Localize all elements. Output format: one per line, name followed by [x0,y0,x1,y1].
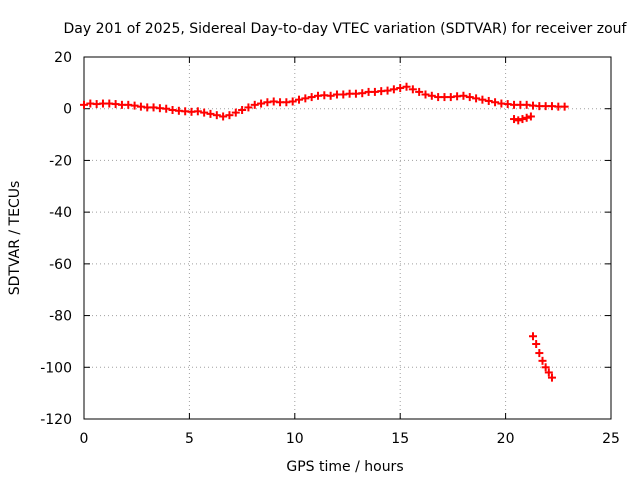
y-axis-label: SDTVAR / TECUs [7,181,23,296]
data-point [389,85,398,94]
data-point [484,96,493,105]
x-tick-label: 25 [602,431,620,447]
data-point [295,95,304,104]
data-point [532,340,541,349]
data-point [383,86,392,95]
data-point [415,87,424,96]
data-point [212,111,221,120]
data-point [193,107,202,116]
data-point [244,103,253,112]
data-point [231,108,240,117]
data-point [472,94,481,103]
data-point [538,356,547,365]
data-point [225,111,234,120]
y-tick-label: -120 [40,412,72,428]
data-point [250,100,259,109]
data-point [238,106,247,115]
data-point [358,89,367,98]
data-point [402,82,411,91]
x-tick-label: 0 [80,431,89,447]
x-tick-label: 15 [391,431,409,447]
ticks: 0 5 10 15 20 25 -120 -100 -80 -60 -40 -20 0 20 [40,50,620,447]
data-point [535,349,544,358]
data-point [522,113,531,122]
data-point [514,116,523,125]
data-point [307,93,316,102]
data-point [162,104,171,113]
y-tick-label: 20 [54,50,72,66]
y-tick-label: -80 [49,309,72,325]
data-point [541,363,550,372]
data-point [427,91,436,100]
data-point [465,93,474,102]
data-point [326,91,335,100]
data-point [130,101,139,110]
data-point [547,373,556,382]
data-point [408,85,417,94]
plot-frame [83,56,612,420]
y-tick-label: -40 [49,205,72,221]
data-point [478,95,487,104]
data-point [80,100,88,109]
y-tick-label: -20 [49,153,72,169]
x-axis-label: GPS time / hours [286,459,403,475]
data-point [518,115,527,124]
data-point [544,368,553,377]
data-point [200,108,209,117]
data-point [206,109,215,118]
data-point [396,84,405,93]
grid [84,57,611,419]
x-tick-label: 10 [286,431,304,447]
data-point [560,102,569,111]
data-point [529,332,538,341]
y-tick-label: -100 [40,360,72,376]
data-point [459,91,468,100]
data-points [80,82,569,382]
y-tick-label: -60 [49,257,72,273]
chart-title: Day 201 of 2025, Sidereal Day-to-day VTE… [64,21,628,37]
data-point [491,98,500,107]
data-point [288,97,297,106]
y-tick-label: 0 [63,102,72,118]
data-point [301,94,310,103]
x-tick-label: 5 [185,431,194,447]
data-point [510,115,519,124]
data-point [257,99,266,108]
data-point [219,112,228,121]
x-tick-label: 20 [497,431,515,447]
data-point [421,90,430,99]
data-point [526,112,535,121]
